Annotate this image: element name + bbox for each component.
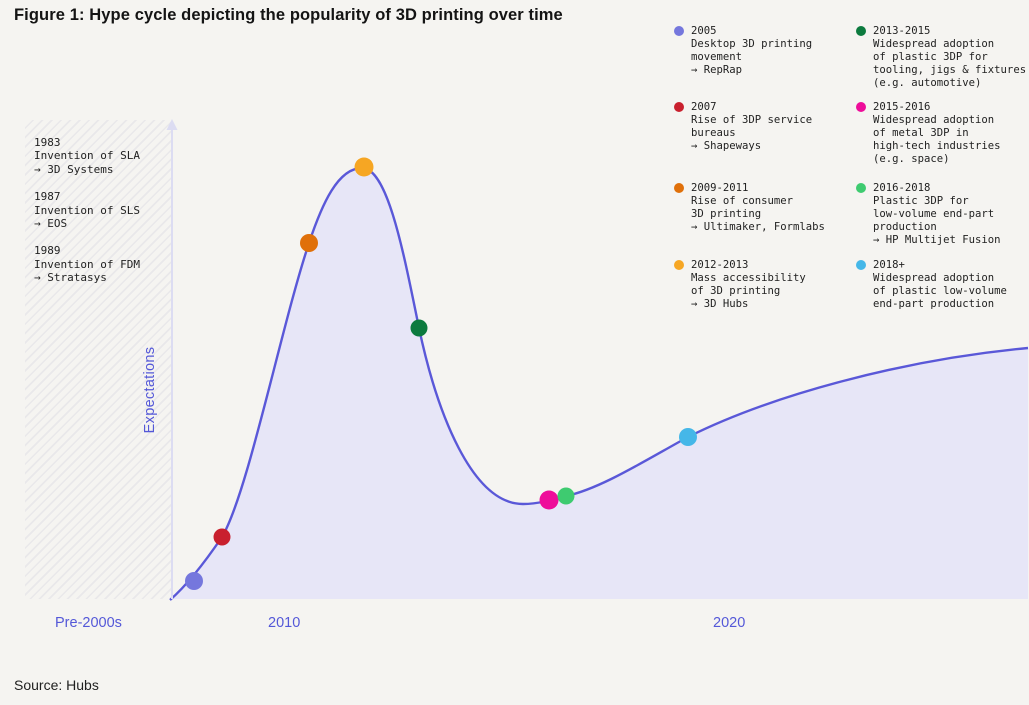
legend-dot-icon: [856, 102, 866, 112]
legend-item-2015-2016: 2015-2016 Widespread adoption of metal 3…: [856, 101, 1001, 166]
legend-dot-icon: [674, 26, 684, 36]
pre-2000s-hatched-region: [25, 120, 172, 599]
legend-column-2: 2013-2015 Widespread adoption of plastic…: [856, 0, 1029, 360]
legend-dot-icon: [674, 260, 684, 270]
annotation-1987: 1987 Invention of SLS → EOS: [34, 190, 140, 231]
milestone-dots: [185, 157, 697, 590]
milestone-dot-2012-2013: [354, 157, 374, 177]
y-axis-arrow-icon: [166, 119, 178, 130]
figure-title: Figure 1: Hype cycle depicting the popul…: [14, 6, 563, 24]
milestone-dot-2015-2016: [539, 490, 559, 510]
milestone-dot-2005: [185, 572, 203, 590]
legend-item-text: 2016-2018 Plastic 3DP for low-volume end…: [873, 182, 1001, 247]
legend-item-text: 2013-2015 Widespread adoption of plastic…: [873, 25, 1027, 90]
milestone-dot-2009-2011: [300, 234, 318, 252]
legend-dot-icon: [856, 183, 866, 193]
milestone-dot-2013-2015: [410, 319, 428, 337]
x-tick-pre-2000s: Pre-2000s: [55, 615, 122, 631]
milestone-dot-2018+: [679, 428, 697, 446]
annotation-1989: 1989 Invention of FDM → Stratasys: [34, 244, 140, 285]
legend-item-text: 2009-2011 Rise of consumer 3D printing →…: [691, 182, 825, 234]
legend-dot-icon: [674, 102, 684, 112]
milestone-dot-2016-2018: [557, 487, 575, 505]
legend-item-text: 2015-2016 Widespread adoption of metal 3…: [873, 101, 1001, 166]
annotation-1983: 1983 Invention of SLA → 3D Systems: [34, 136, 140, 176]
pre-2000s-annotations: 1983 Invention of SLA → 3D Systems 1987 I…: [34, 136, 140, 299]
y-axis-label: Expectations: [142, 346, 158, 434]
legend-item-2016-2018: 2016-2018 Plastic 3DP for low-volume end…: [856, 182, 1001, 247]
x-tick-2010: 2010: [268, 615, 301, 631]
legend-dot-icon: [856, 260, 866, 270]
legend-item-text: 2005 Desktop 3D printing movement → RepR…: [691, 25, 813, 77]
legend-item-2012-2013: 2012-2013 Mass accessibility of 3D print…: [674, 259, 806, 311]
legend-item-text: 2018+ Widespread adoption of plastic low…: [873, 259, 1007, 311]
legend-item-2018+: 2018+ Widespread adoption of plastic low…: [856, 259, 1007, 311]
legend-item-2007: 2007 Rise of 3DP service bureaus → Shape…: [674, 101, 812, 153]
legend-item-text: 2012-2013 Mass accessibility of 3D print…: [691, 259, 806, 311]
legend-dot-icon: [674, 183, 684, 193]
legend-item-2013-2015: 2013-2015 Widespread adoption of plastic…: [856, 25, 1026, 90]
source-label: Source: Hubs: [14, 677, 99, 693]
milestone-dot-2007: [213, 528, 231, 546]
legend-item-2009-2011: 2009-2011 Rise of consumer 3D printing →…: [674, 182, 825, 234]
legend-item-text: 2007 Rise of 3DP service bureaus → Shape…: [691, 101, 813, 153]
legend-dot-icon: [856, 26, 866, 36]
legend-item-2005: 2005 Desktop 3D printing movement → RepR…: [674, 25, 812, 77]
x-tick-2020: 2020: [713, 615, 746, 631]
legend-column-1: 2005 Desktop 3D printing movement → RepR…: [674, 0, 849, 360]
curve-area-fill: [170, 168, 1028, 600]
